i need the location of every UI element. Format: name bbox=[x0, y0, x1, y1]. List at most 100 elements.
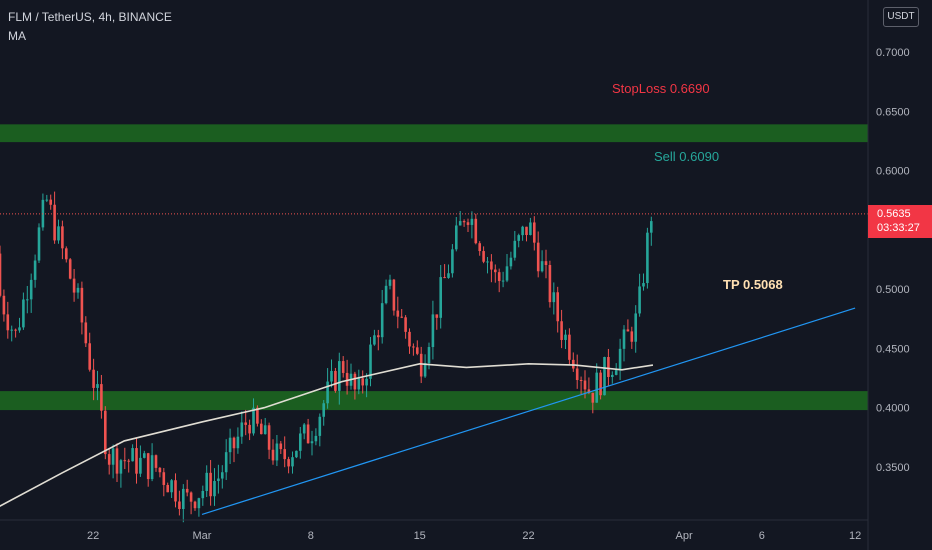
zone-0 bbox=[0, 124, 868, 143]
candle-body-30 bbox=[115, 448, 119, 474]
candle-body-167 bbox=[650, 221, 653, 233]
candle-body-112 bbox=[435, 314, 439, 318]
candle-body-23 bbox=[88, 343, 91, 370]
candle-body-126 bbox=[490, 261, 493, 270]
candle-body-22 bbox=[84, 322, 88, 344]
candle-body-91 bbox=[353, 373, 357, 390]
x-tick-6: 6 bbox=[759, 530, 765, 542]
candle-body-101 bbox=[392, 279, 396, 311]
candle-body-160 bbox=[622, 329, 626, 349]
candle-body-139 bbox=[540, 261, 544, 272]
candle-body-135 bbox=[525, 226, 528, 236]
candle-body-89 bbox=[345, 372, 349, 386]
candle-body-106 bbox=[412, 346, 415, 348]
candle-body-49 bbox=[189, 492, 193, 502]
x-tick-5: Apr bbox=[675, 530, 692, 542]
candle-body-161 bbox=[626, 329, 630, 332]
candle-body-138 bbox=[536, 242, 540, 272]
candle-body-5 bbox=[18, 327, 21, 331]
candle-body-119 bbox=[462, 221, 466, 223]
candle-body-4 bbox=[14, 329, 17, 331]
candle-body-82 bbox=[318, 416, 322, 436]
candle-body-51 bbox=[197, 498, 201, 509]
annotation-tp: TP 0.5068 bbox=[723, 277, 783, 292]
candle-body-47 bbox=[182, 488, 185, 509]
candle-body-111 bbox=[431, 314, 435, 348]
candle-body-35 bbox=[135, 448, 138, 474]
candle-body-16 bbox=[61, 226, 64, 249]
indicator-label[interactable]: MA bbox=[8, 29, 26, 43]
annotation-stoploss: StopLoss 0.6690 bbox=[612, 81, 710, 96]
candle-body-72 bbox=[279, 443, 283, 450]
candle-body-146 bbox=[568, 334, 571, 360]
candle-body-104 bbox=[404, 317, 407, 332]
candle-body-92 bbox=[357, 378, 361, 390]
currency-button[interactable]: USDT bbox=[883, 7, 919, 27]
candle-body-43 bbox=[166, 484, 169, 493]
candle-body-69 bbox=[267, 425, 271, 450]
candle-body-71 bbox=[275, 443, 279, 461]
candle-body-26 bbox=[100, 384, 103, 411]
candle-body-84 bbox=[326, 381, 329, 404]
candle-body-133 bbox=[517, 235, 520, 241]
candle-body-164 bbox=[638, 286, 641, 314]
candle-body-64 bbox=[248, 424, 251, 434]
candle-body-141 bbox=[548, 265, 552, 303]
candle-body-36 bbox=[139, 457, 142, 474]
candle-body-129 bbox=[501, 280, 505, 282]
candle-body-156 bbox=[607, 357, 610, 377]
y-tick-0: 0.7000 bbox=[876, 47, 910, 59]
candle-body-154 bbox=[599, 372, 602, 396]
candle-body-70 bbox=[271, 449, 275, 461]
candle-body-18 bbox=[68, 259, 72, 279]
candle-body-88 bbox=[341, 361, 345, 373]
candle-body-147 bbox=[572, 359, 575, 369]
symbol-title[interactable]: FLM / TetherUS, 4h, BINANCE bbox=[8, 10, 172, 24]
candle-body-2 bbox=[6, 314, 10, 331]
candle-body-60 bbox=[232, 437, 236, 449]
trend-line[interactable] bbox=[201, 307, 856, 516]
candle-body-158 bbox=[614, 370, 618, 375]
candle-body-75 bbox=[291, 457, 294, 467]
candle-body-12 bbox=[45, 199, 49, 201]
candle-body-66 bbox=[256, 407, 259, 424]
candle-body-9 bbox=[33, 260, 37, 280]
candle-body-31 bbox=[119, 460, 123, 474]
candle-body-120 bbox=[466, 222, 470, 225]
candle-body-6 bbox=[22, 299, 25, 328]
annotation-sell: Sell 0.6090 bbox=[654, 149, 719, 164]
candle-body-144 bbox=[560, 321, 563, 340]
candle-body-131 bbox=[509, 257, 513, 267]
candle-body-143 bbox=[556, 292, 559, 322]
candle-body-79 bbox=[306, 424, 310, 444]
candle-body-10 bbox=[37, 227, 41, 261]
candle-body-125 bbox=[486, 261, 489, 263]
candle-body-54 bbox=[209, 472, 212, 497]
candle-body-80 bbox=[310, 441, 314, 444]
candle-body-3 bbox=[10, 329, 13, 331]
candle-body-20 bbox=[76, 287, 80, 293]
candle-body-21 bbox=[80, 287, 84, 323]
candle-body-81 bbox=[314, 435, 318, 442]
candle-body-48 bbox=[185, 488, 189, 493]
candle-body-38 bbox=[146, 453, 150, 480]
candle-body-27 bbox=[104, 410, 107, 455]
candle-body-83 bbox=[322, 403, 325, 417]
x-tick-2: 8 bbox=[308, 530, 314, 542]
candle-body-108 bbox=[419, 353, 423, 377]
candle-body-74 bbox=[287, 459, 290, 467]
candle-body-124 bbox=[482, 251, 485, 262]
candle-body-166 bbox=[646, 232, 649, 284]
candle-body-42 bbox=[162, 472, 166, 485]
candle-body-28 bbox=[107, 454, 111, 465]
candle-body-115 bbox=[447, 273, 450, 278]
candle-body-128 bbox=[497, 272, 501, 282]
candle-body-152 bbox=[591, 392, 595, 403]
candle-body-46 bbox=[178, 501, 181, 509]
candle-body-162 bbox=[630, 331, 634, 342]
last-price-value: 0.5635 bbox=[877, 208, 911, 220]
candle-body-137 bbox=[533, 222, 536, 243]
candle-body-163 bbox=[634, 313, 637, 342]
